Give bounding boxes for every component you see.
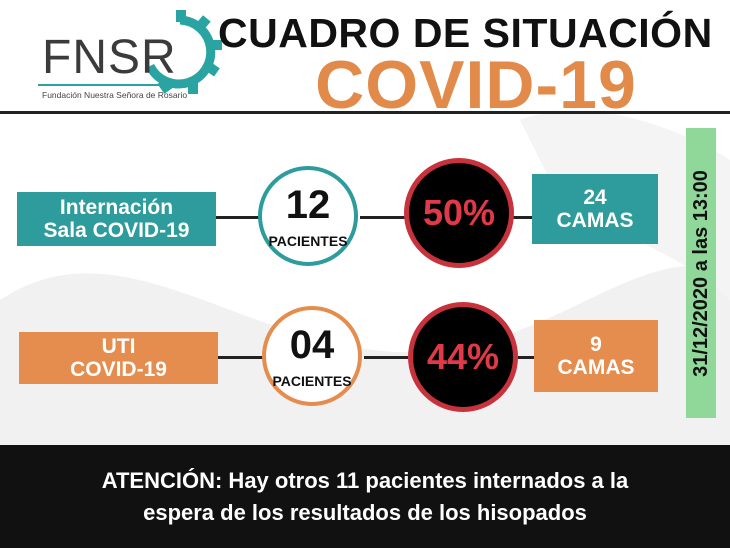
row1-label-line2: Sala COVID-19 <box>43 219 190 242</box>
header-divider <box>0 111 730 114</box>
fnsr-logo: FNSR Fundación Nuestra Señora de Rosario <box>34 10 224 110</box>
row2-label-line1: UTI <box>101 335 136 358</box>
row2-beds-count: 9 <box>590 333 602 356</box>
logo-subtitle: Fundación Nuestra Señora de Rosario <box>42 90 188 100</box>
row1-beds-label: CAMAS <box>556 209 634 232</box>
row1-beds-box: 24 CAMAS <box>532 174 658 244</box>
row1-label-line1: Internación <box>59 196 174 219</box>
row2-connector-mid <box>364 356 408 359</box>
gear-icon <box>145 10 222 94</box>
logo-wordmark: FNSR <box>42 31 177 84</box>
row2-patients-count: 04 <box>289 323 335 367</box>
row1-connector-mid <box>360 216 406 219</box>
row2-patients-circle: 04 PACIENTES <box>262 306 362 406</box>
row1-patients-label: PACIENTES <box>268 233 348 249</box>
row1-patients-circle: 12 PACIENTES <box>258 166 358 266</box>
row2-beds-box: 9 CAMAS <box>534 320 658 392</box>
row2-occupancy-percent: 44% <box>426 336 500 377</box>
row1-connector-right <box>512 216 532 219</box>
logo-underline <box>38 84 194 86</box>
row2-connector-left <box>218 356 264 359</box>
page-subtitle: COVID-19 <box>315 47 637 123</box>
row1-beds-count: 24 <box>583 186 607 209</box>
row2-patients-label: PACIENTES <box>272 373 352 389</box>
row2-label-box: UTI COVID-19 <box>19 332 218 384</box>
row2-beds-label: CAMAS <box>557 356 635 379</box>
footer-line2: espera de los resultados de los hisopado… <box>143 499 587 525</box>
row1-occupancy-percent: 50% <box>422 192 496 233</box>
footer-line1: ATENCIÓN: Hay otros 11 pacientes interna… <box>101 467 629 493</box>
page-title: CUADRO DE SITUACIÓN <box>218 10 713 56</box>
row1-occupancy-circle: 50% <box>404 158 514 268</box>
row2-label-line2: COVID-19 <box>70 358 167 381</box>
row1-patients-count: 12 <box>285 183 331 227</box>
row2-occupancy-circle: 44% <box>408 302 518 412</box>
row2-connector-right <box>518 356 534 359</box>
date-stamp: 31/12/2020 a las 13:00 <box>689 169 712 377</box>
row1-label-box: Internación Sala COVID-19 <box>17 192 216 246</box>
row1-connector-left <box>216 216 262 219</box>
date-stamp-bar: 31/12/2020 a las 13:00 <box>686 128 716 418</box>
attention-footer: ATENCIÓN: Hay otros 11 pacientes interna… <box>0 445 730 548</box>
